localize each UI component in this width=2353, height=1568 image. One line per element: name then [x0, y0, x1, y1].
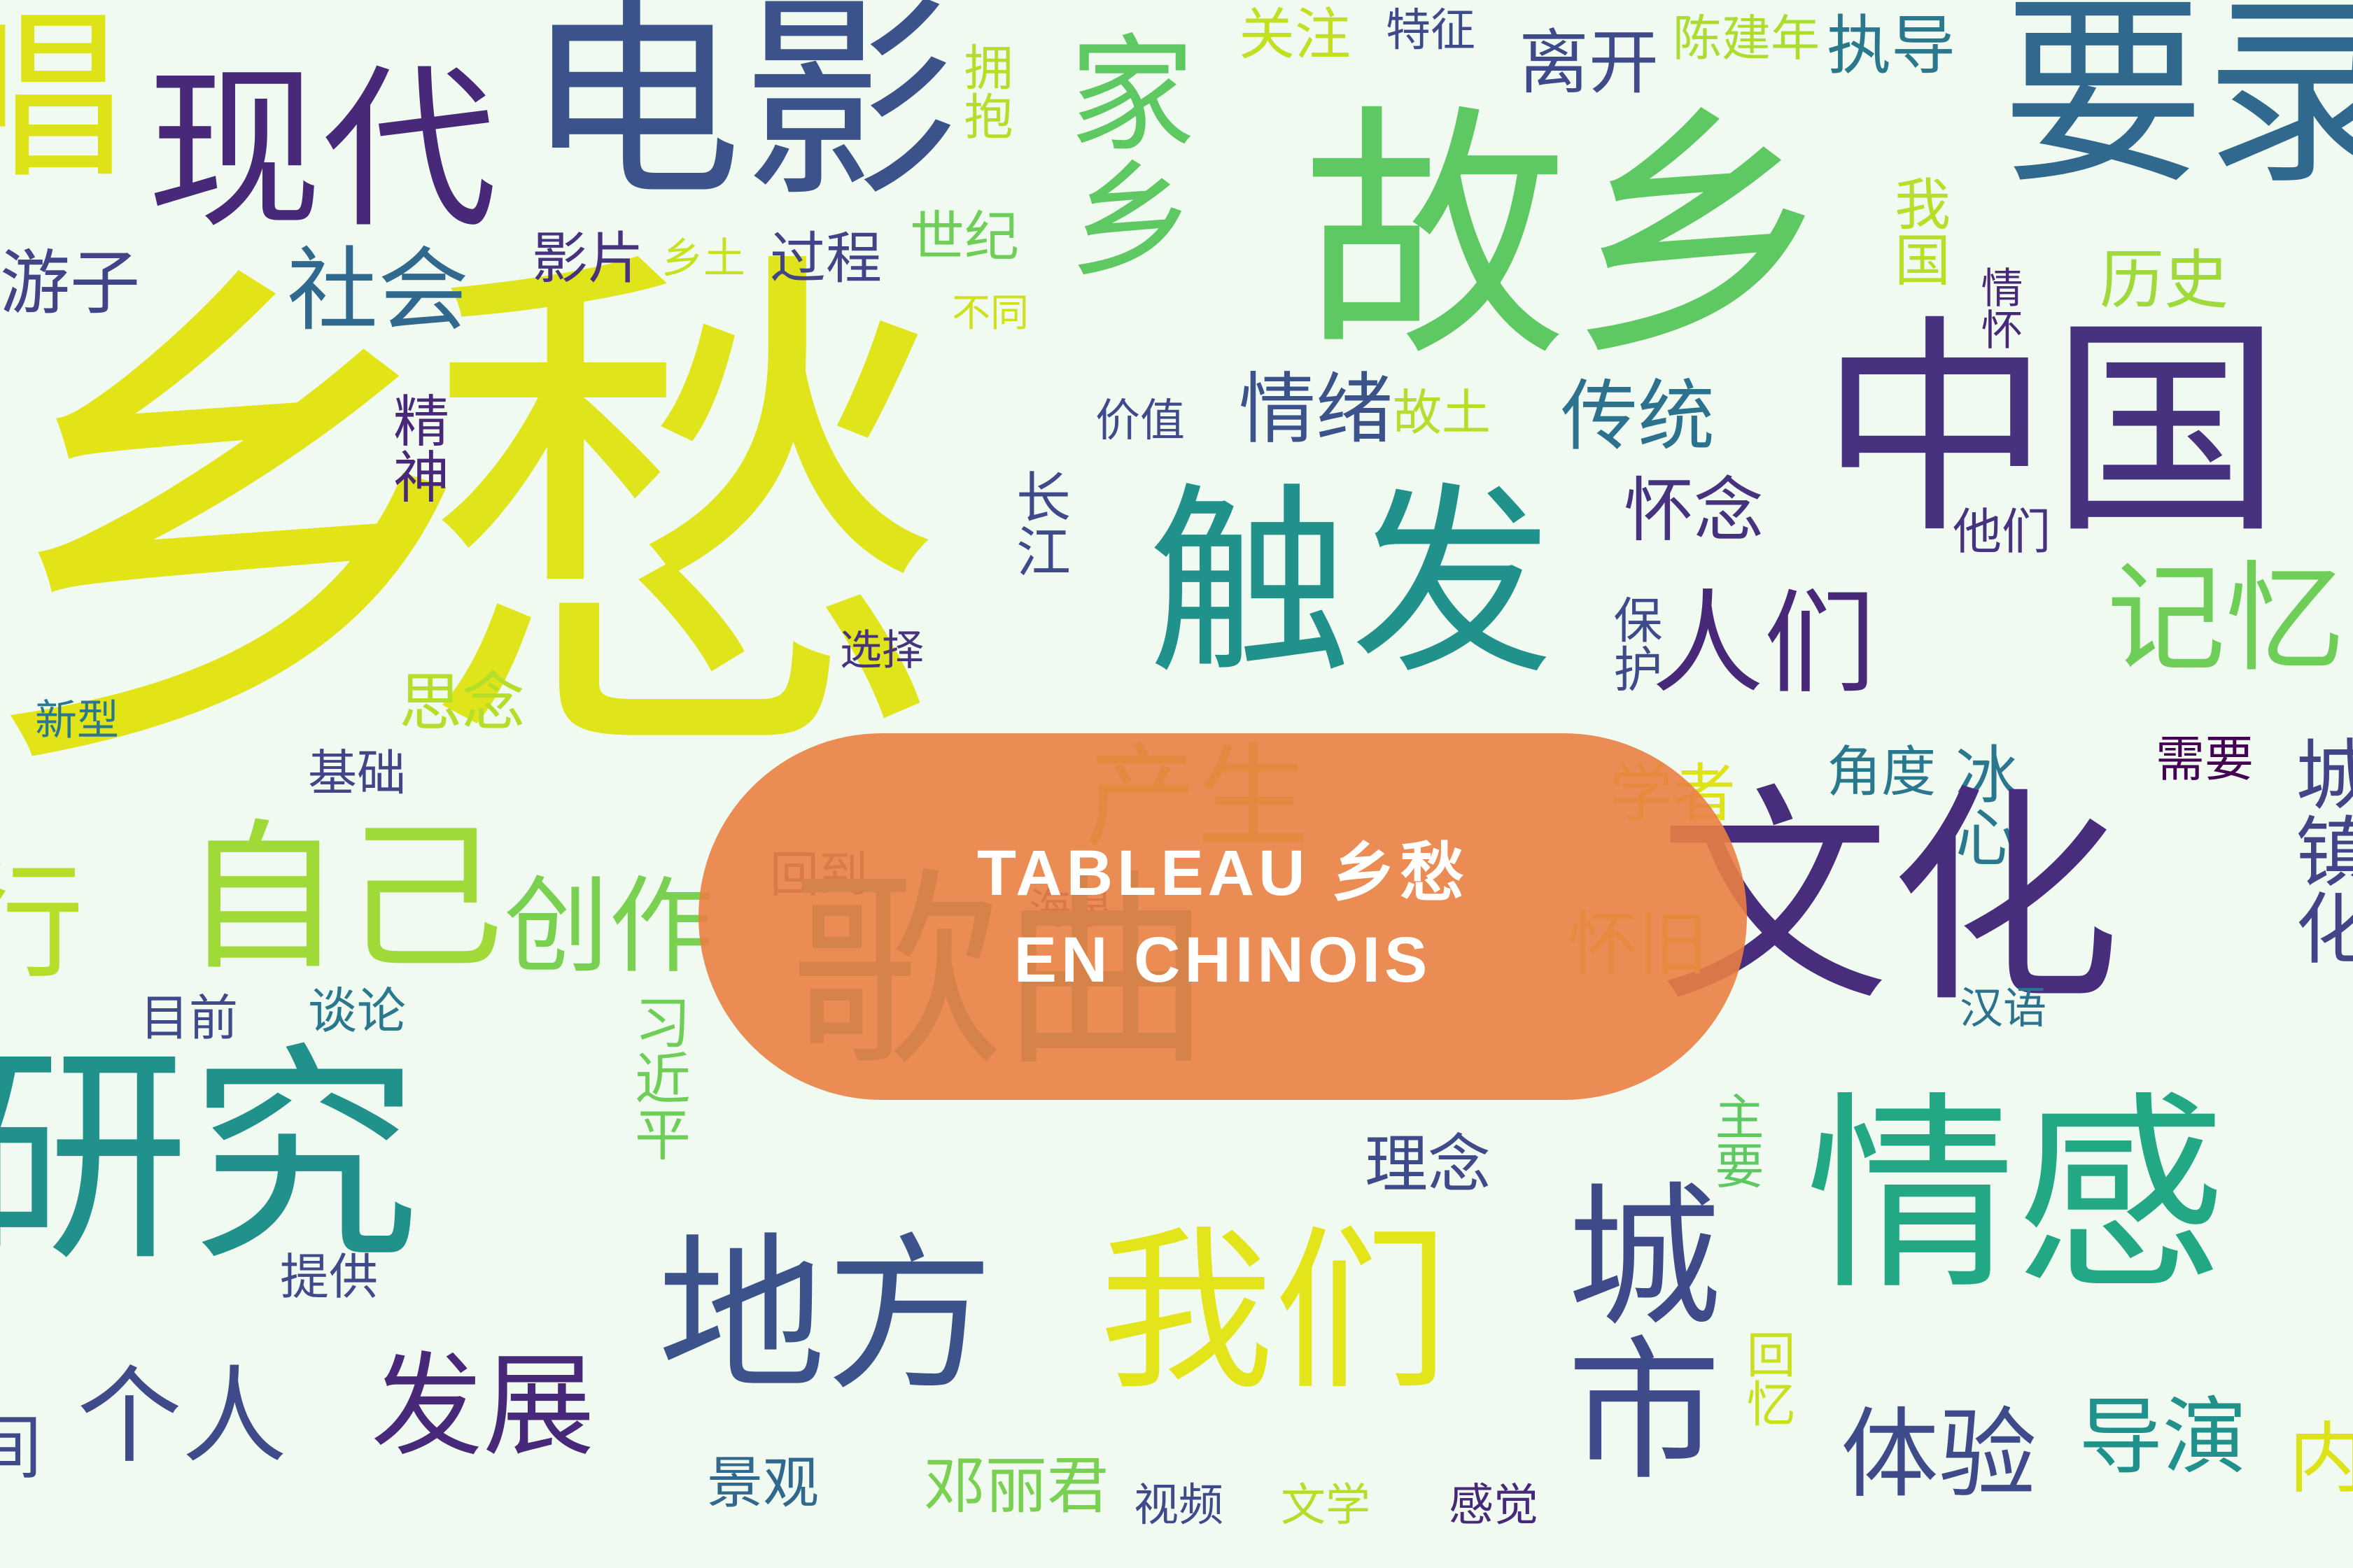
word: 拥抱	[956, 42, 1013, 140]
word: 地方	[658, 1217, 995, 1413]
word: 长江	[1007, 469, 1070, 578]
word: 触发	[1148, 466, 1554, 702]
word: 习近平	[626, 994, 691, 1161]
word: 要录	[2002, 0, 2353, 212]
word: 传统	[1561, 372, 1715, 461]
word: 导演	[2079, 1389, 2247, 1486]
word: 谈论	[308, 982, 406, 1040]
word: 角度	[1827, 741, 1937, 804]
word: 电影	[525, 0, 959, 227]
word: 乡土	[661, 234, 745, 283]
word: 个人	[77, 1356, 288, 1478]
word: 情怀	[1974, 266, 2023, 350]
banner-line-1: TABLEAU 乡愁	[976, 837, 1469, 909]
word: 家乡	[1047, 28, 1193, 280]
word: 世纪	[910, 206, 1020, 269]
word: 回忆	[1739, 1329, 1796, 1427]
word: 故土	[1393, 384, 1491, 442]
word: 邓丽君	[924, 1450, 1109, 1522]
word: 选择	[840, 626, 924, 675]
word: 情感	[1806, 1074, 2226, 1318]
word: 唱	[0, 0, 126, 204]
word: 提供	[280, 1248, 378, 1306]
word: 感觉	[1449, 1480, 1538, 1532]
word: 城镇化	[2282, 735, 2353, 966]
banner-line-2: EN CHINOIS	[1013, 924, 1432, 996]
word: 中国	[1820, 296, 2282, 565]
word: 行	[0, 850, 85, 996]
word: 城市	[1541, 1175, 1720, 1483]
word: 游子	[0, 242, 140, 324]
word: 影片	[532, 226, 644, 291]
word: 陈建年	[1673, 10, 1820, 67]
word: 视频	[1134, 1480, 1223, 1532]
word: 社会	[287, 237, 470, 344]
word: 愁	[420, 209, 952, 827]
word: 景观	[707, 1450, 819, 1516]
word: 目前	[140, 989, 238, 1047]
word: 离开	[1519, 22, 1659, 104]
word: 故乡	[1302, 83, 1834, 393]
word: 情绪	[1239, 365, 1393, 454]
word: 基础	[308, 744, 406, 802]
word: 保护	[1606, 595, 1663, 693]
word: 关注	[1239, 2, 1351, 67]
word: 思念	[399, 666, 525, 740]
word: 我们	[1099, 1210, 1449, 1413]
word: 执导	[1827, 8, 1956, 83]
word: 他们	[1953, 503, 2051, 560]
word: 自己	[182, 805, 505, 992]
word: 体验	[1841, 1398, 2037, 1512]
word: 研究	[0, 1024, 420, 1292]
word: 人们	[1652, 578, 1876, 709]
word: 间	[0, 1407, 42, 1489]
word: 内	[2289, 1414, 2353, 1504]
word: 过程	[770, 226, 882, 291]
word: 主要	[1707, 1092, 1764, 1189]
word: 特征	[1386, 5, 1475, 57]
word: 新型	[35, 696, 119, 745]
title-banner: TABLEAU 乡愁 EN CHINOIS	[698, 733, 1747, 1100]
word: 精神	[384, 392, 449, 504]
word: 发展	[371, 1341, 596, 1471]
word: 汉语	[1960, 982, 2047, 1033]
word: 价值	[1095, 395, 1185, 447]
word: 创作	[504, 866, 715, 988]
word: 我国	[1885, 175, 1951, 287]
word: 需要	[2156, 730, 2254, 788]
word: 怀念	[1624, 469, 1764, 551]
word: 文学	[1281, 1480, 1370, 1532]
word: 不同	[952, 290, 1030, 335]
word: 历史	[2100, 243, 2229, 318]
word: 现代	[147, 48, 497, 252]
word: 记忆	[2107, 550, 2345, 688]
word: 冰心	[1944, 742, 2018, 868]
word: 乡	[0, 223, 504, 841]
word: 理念	[1365, 1128, 1491, 1201]
